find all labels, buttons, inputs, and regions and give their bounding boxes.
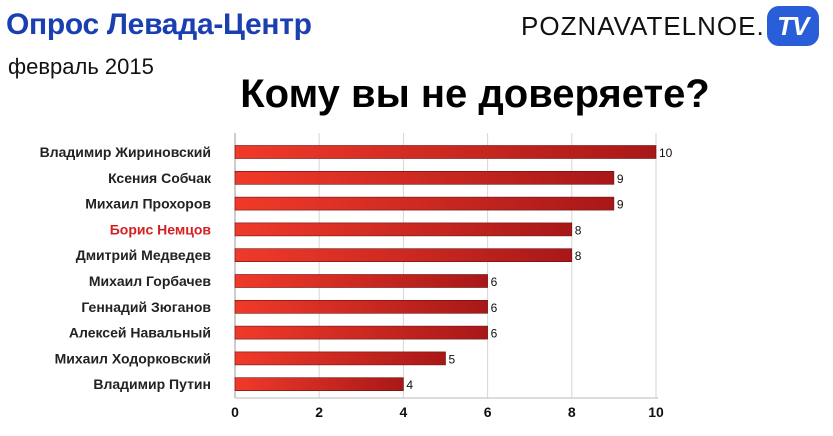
bar bbox=[234, 248, 573, 262]
bar-value-label: 8 bbox=[575, 223, 582, 237]
x-tick-label: 8 bbox=[568, 404, 576, 420]
bar-value-label: 9 bbox=[617, 172, 624, 186]
bars: 10 9 9 8 8 6 6 6 5 4 bbox=[234, 145, 673, 392]
category-label: Алексей Навальный bbox=[69, 325, 211, 341]
bar bbox=[234, 145, 657, 159]
brand-logo: POZNAVATELNOE. TV bbox=[521, 6, 819, 46]
x-axis-ticks: 0 2 4 6 8 10 bbox=[231, 404, 664, 420]
bar-value-label: 9 bbox=[617, 198, 624, 212]
bar-value-label: 8 bbox=[575, 249, 582, 263]
bar bbox=[234, 299, 488, 314]
bar bbox=[234, 196, 615, 211]
bar-value-label: 10 bbox=[659, 146, 673, 160]
bar bbox=[234, 351, 446, 366]
category-label: Михаил Прохоров bbox=[85, 196, 211, 212]
survey-date: февраль 2015 bbox=[8, 54, 154, 79]
bar-value-label: 6 bbox=[491, 301, 498, 315]
category-label: Борис Немцов bbox=[110, 221, 212, 237]
bar-value-label: 4 bbox=[406, 378, 413, 392]
brand-text: POZNAVATELNOE. bbox=[521, 10, 765, 41]
bar-value-label: 5 bbox=[449, 352, 456, 366]
category-label: Дмитрий Медведев bbox=[76, 247, 212, 263]
x-tick-label: 0 bbox=[231, 404, 239, 420]
bar-value-label: 6 bbox=[491, 327, 498, 341]
category-label: Михаил Ходорковский bbox=[55, 350, 211, 366]
bar-value-label: 6 bbox=[491, 275, 498, 289]
x-tick-label: 2 bbox=[315, 404, 323, 420]
x-tick-label: 6 bbox=[484, 404, 492, 420]
category-labels: Владимир Жириновский Ксения Собчак Михаил … bbox=[40, 144, 212, 392]
bar bbox=[234, 377, 404, 392]
brand-badge: TV bbox=[766, 6, 819, 46]
bar bbox=[234, 222, 573, 237]
category-label: Владимир Путин bbox=[93, 376, 211, 392]
x-tick-label: 10 bbox=[648, 404, 664, 420]
category-label: Геннадий Зюганов bbox=[81, 299, 211, 315]
chart-title: Кому вы не доверяете? bbox=[240, 72, 710, 116]
bar bbox=[234, 274, 488, 288]
survey-title: Опрос Левада-Центр bbox=[6, 8, 312, 41]
category-label: Владимир Жириновский bbox=[40, 144, 211, 160]
category-label: Михаил Горбачев bbox=[89, 273, 212, 289]
category-label: Ксения Собчак bbox=[108, 170, 212, 186]
bar bbox=[234, 171, 615, 185]
x-tick-label: 4 bbox=[400, 404, 408, 420]
bar bbox=[234, 325, 488, 340]
